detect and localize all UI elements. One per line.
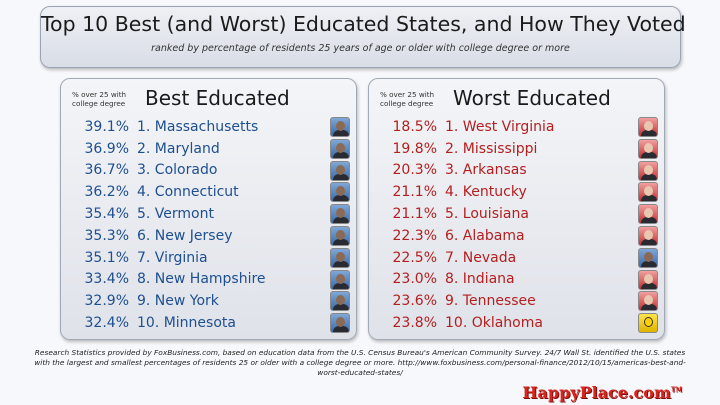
state-name: 2. Mississippi [445,140,538,157]
list-item: 23.8% 10. Oklahoma [375,312,658,334]
best-panel-title: Best Educated [145,86,290,110]
democrat-candidate-portrait [330,117,350,137]
worst-column-header: % over 25 with college degree [380,90,435,108]
best-list: 39.1% 1. Massachusetts 36.9% 2. Maryland 36.… [67,116,350,334]
state-name: 10. Minnesota [137,315,236,332]
democrat-candidate-portrait [330,247,350,268]
cartoon-face-icon [638,313,658,334]
state-name: 7. Virginia [137,249,208,266]
list-item: 33.4% 8. New Hampshire [67,269,350,291]
list-item: 18.5% 1. West Virginia [375,116,658,138]
state-name: 2. Maryland [137,140,220,157]
page-title: Top 10 Best (and Worst) Educated States,… [41,12,686,36]
percent-value: 35.4% [84,206,129,223]
list-item: 19.8% 2. Mississippi [375,138,658,160]
percent-value: 36.7% [84,162,129,179]
democrat-candidate-portrait [638,247,658,268]
democrat-candidate-portrait [330,138,350,159]
state-name: 9. New York [137,293,219,310]
worst-panel-header: % over 25 with college degree Worst Educ… [377,84,656,120]
logo-text: HappyPlace.com [522,383,671,402]
percent-value: 35.3% [84,227,129,244]
worst-panel-title: Worst Educated [453,86,611,110]
republican-candidate-portrait [638,160,658,181]
state-name: 5. Louisiana [445,206,529,223]
republican-candidate-portrait [638,225,658,246]
state-name: 4. Connecticut [137,184,239,201]
happyplace-logo[interactable]: HappyPlace.comTM [522,383,682,402]
democrat-candidate-portrait [330,291,350,312]
republican-candidate-portrait [638,138,658,159]
list-item: 35.1% 7. Virginia [67,247,350,269]
list-item: 23.0% 8. Indiana [375,269,658,291]
state-name: 4. Kentucky [445,184,527,201]
title-box: Top 10 Best (and Worst) Educated States,… [40,6,686,68]
state-name: 5. Vermont [137,206,214,223]
list-item: 32.4% 10. Minnesota [67,312,350,334]
percent-value: 23.0% [392,271,437,288]
worst-list: 18.5% 1. West Virginia 19.8% 2. Mississippi… [375,116,658,334]
percent-value: 35.1% [84,249,129,266]
best-educated-panel: % over 25 with college degree Best Educa… [60,78,357,340]
best-column-header: % over 25 with college degree [72,90,127,108]
state-name: 9. Tennessee [445,293,536,310]
list-item: 39.1% 1. Massachusetts [67,116,350,138]
republican-candidate-portrait [638,204,658,225]
state-name: 3. Arkansas [445,162,527,179]
republican-candidate-portrait [638,291,658,312]
republican-candidate-portrait [638,117,658,137]
list-item: 22.3% 6. Alabama [375,225,658,247]
list-item: 35.4% 5. Vermont [67,203,350,225]
democrat-candidate-portrait [330,313,350,334]
list-item: 23.6% 9. Tennessee [375,290,658,312]
percent-value: 22.3% [392,227,437,244]
percent-value: 20.3% [392,162,437,179]
state-name: 3. Colorado [137,162,218,179]
democrat-candidate-portrait [330,182,350,203]
percent-value: 36.9% [84,140,129,157]
list-item: 36.2% 4. Connecticut [67,181,350,203]
list-item: 32.9% 9. New York [67,290,350,312]
percent-value: 21.1% [392,184,437,201]
best-panel-header: % over 25 with college degree Best Educa… [69,84,348,120]
worst-educated-panel: % over 25 with college degree Worst Educ… [368,78,665,340]
democrat-candidate-portrait [330,269,350,290]
page-subtitle: ranked by percentage of residents 25 yea… [151,43,570,54]
state-name: 7. Nevada [445,249,517,266]
percent-value: 36.2% [84,184,129,201]
percent-value: 39.1% [84,118,129,135]
percent-value: 23.8% [392,315,437,332]
democrat-candidate-portrait [330,160,350,181]
democrat-candidate-portrait [330,204,350,225]
percent-value: 21.1% [392,206,437,223]
percent-value: 32.9% [84,293,129,310]
source-footnote: Research Statistics provided by FoxBusin… [34,348,686,377]
percent-value: 33.4% [84,271,129,288]
state-name: 1. Massachusetts [137,118,259,135]
list-item: 36.7% 3. Colorado [67,160,350,182]
republican-candidate-portrait [638,182,658,203]
list-item: 20.3% 3. Arkansas [375,160,658,182]
percent-value: 32.4% [84,315,129,332]
democrat-candidate-portrait [330,225,350,246]
list-item: 35.3% 6. New Jersey [67,225,350,247]
percent-value: 23.6% [392,293,437,310]
list-item: 21.1% 5. Louisiana [375,203,658,225]
list-item: 36.9% 2. Maryland [67,138,350,160]
logo-trademark: TM [670,386,682,394]
percent-value: 19.8% [392,140,437,157]
state-name: 10. Oklahoma [445,315,543,332]
percent-value: 18.5% [392,118,437,135]
percent-value: 22.5% [392,249,437,266]
republican-candidate-portrait [638,269,658,290]
state-name: 8. New Hampshire [137,271,266,288]
state-name: 6. New Jersey [137,227,233,244]
state-name: 1. West Virginia [445,118,555,135]
state-name: 6. Alabama [445,227,525,244]
list-item: 21.1% 4. Kentucky [375,181,658,203]
list-item: 22.5% 7. Nevada [375,247,658,269]
state-name: 8. Indiana [445,271,515,288]
